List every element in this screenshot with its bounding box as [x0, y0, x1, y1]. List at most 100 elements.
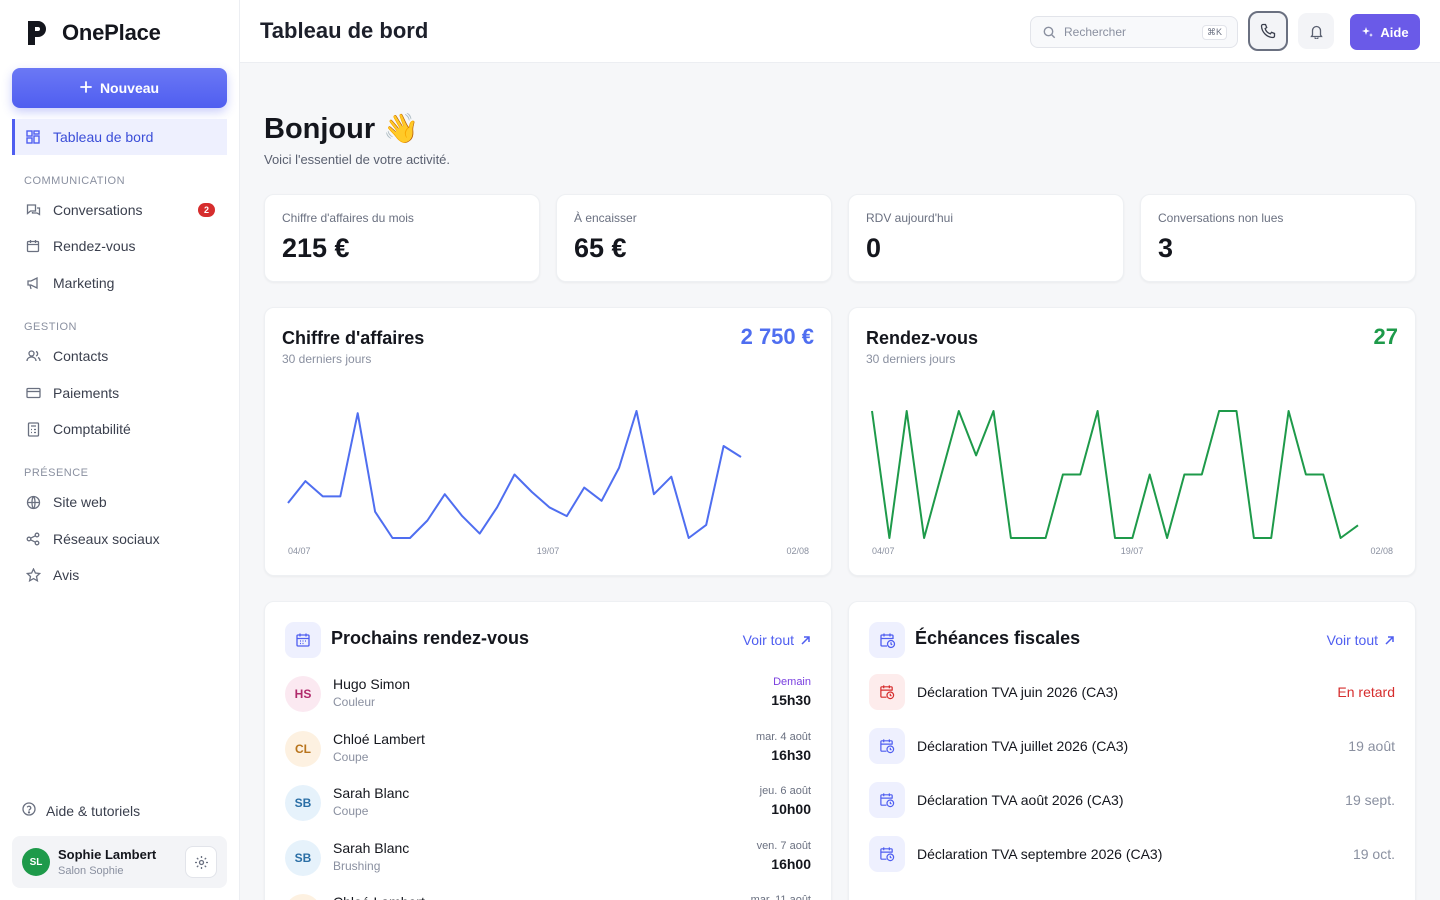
- sidebar-item-reseaux[interactable]: Réseaux sociaux: [12, 521, 227, 557]
- sidebar-item-label: Tableau de bord: [53, 129, 154, 145]
- search-input[interactable]: Rechercher ⌘K: [1030, 16, 1238, 48]
- sidebar-item-label: Conversations: [53, 202, 143, 218]
- sidebar-item-label: Rendez-vous: [53, 238, 136, 254]
- app-logo[interactable]: OnePlace: [26, 20, 161, 46]
- appointment-time: 10h00: [771, 801, 811, 817]
- sidebar-item-paiements[interactable]: Paiements: [12, 375, 227, 411]
- unread-badge: 2: [198, 203, 215, 217]
- deadline-label: Déclaration TVA juillet 2026 (CA3): [917, 738, 1129, 754]
- sparkle-icon: [1362, 26, 1374, 37]
- avatar: CL: [285, 894, 321, 900]
- fiscal-deadline-row[interactable]: Déclaration TVA août 2026 (CA3) 19 sept.: [869, 782, 1395, 820]
- appointment-row[interactable]: HS Hugo Simon Couleur Demain 15h30: [285, 674, 811, 714]
- bell-icon: [1309, 25, 1323, 39]
- logo-icon: [28, 21, 46, 45]
- stat-value: 3: [1158, 233, 1174, 263]
- series-line: [871, 410, 1359, 539]
- stat-card-unread-conversations: Conversations non lues 3: [1140, 194, 1416, 282]
- help-button[interactable]: Aide: [1350, 14, 1420, 50]
- see-all-link[interactable]: Voir tout: [743, 632, 811, 648]
- fiscal-deadline-row[interactable]: Déclaration TVA juin 2026 (CA3) En retard: [869, 674, 1395, 712]
- chart-subtitle: 30 derniers jours: [282, 352, 372, 366]
- sidebar-item-label: Marketing: [53, 275, 115, 291]
- sidebar-item-contacts[interactable]: Contacts: [12, 338, 227, 374]
- appointment-row[interactable]: CL Chloé Lambert Coupe mar. 4 août 16h30: [285, 729, 811, 769]
- chat-icon: [25, 202, 41, 218]
- users-icon: [25, 348, 41, 364]
- chart-total: 2 750 €: [740, 324, 814, 349]
- section-gestion: Gestion: [24, 321, 78, 333]
- avatar: SB: [285, 839, 321, 876]
- stat-label: Chiffre d'affaires du mois: [282, 211, 414, 225]
- section-communication: Communication: [24, 175, 126, 187]
- user-card[interactable]: SL Sophie Lambert Salon Sophie: [12, 836, 227, 888]
- gear-icon: [194, 855, 208, 869]
- settings-button[interactable]: [185, 846, 217, 878]
- sidebar-item-avis[interactable]: Avis: [12, 557, 227, 593]
- deadline-date: 19 sept.: [1345, 792, 1395, 808]
- stat-card-revenue-month: Chiffre d'affaires du mois 215 €: [264, 194, 540, 282]
- client-name: Chloé Lambert: [333, 894, 425, 900]
- sidebar-item-dashboard[interactable]: Tableau de bord: [12, 119, 227, 155]
- client-name: Chloé Lambert: [333, 730, 425, 747]
- stat-value: 215 €: [282, 233, 350, 263]
- fiscal-deadline-row[interactable]: Déclaration TVA septembre 2026 (CA3) 19 o…: [869, 836, 1395, 874]
- sidebar-item-siteweb[interactable]: Site web: [12, 484, 227, 520]
- new-button[interactable]: Nouveau: [12, 68, 227, 108]
- appointment-row[interactable]: SB Sarah Blanc Brushing ven. 7 août 16h00: [285, 838, 811, 878]
- calculator-icon: [25, 421, 41, 437]
- sidebar-item-label: Comptabilité: [53, 421, 131, 437]
- client-name: Sarah Blanc: [333, 839, 410, 856]
- stat-label: Conversations non lues: [1158, 211, 1284, 225]
- client-name: Sarah Blanc: [333, 785, 410, 801]
- avatar: CL: [285, 730, 321, 767]
- phone-button[interactable]: [1248, 11, 1288, 51]
- sidebar-item-conversations[interactable]: Conversations 2: [12, 192, 227, 228]
- globe-icon: [25, 494, 41, 510]
- appointment-day: Demain: [773, 676, 811, 688]
- sidebar-item-label: Site web: [53, 494, 107, 510]
- section-presence: Présence: [24, 467, 89, 479]
- appointment-row[interactable]: SB Sarah Blanc Coupe jeu. 6 août 10h00: [285, 783, 811, 823]
- plus-icon: [80, 80, 92, 96]
- help-circle-icon: [22, 802, 36, 819]
- greeting-subtitle: Voici l'essentiel de votre activité.: [264, 152, 451, 167]
- appointment-day: mar. 4 août: [755, 730, 811, 743]
- card-title: Prochains rendez-vous: [331, 628, 530, 648]
- appointment-day: jeu. 6 août: [759, 785, 811, 797]
- arrow-up-right-icon: [1385, 635, 1394, 645]
- avatar: SB: [285, 785, 321, 821]
- sidebar: OnePlace Nouveau Tableau de bord Communi…: [0, 0, 240, 900]
- appointment-day: mar. 11 août: [750, 894, 811, 900]
- calendar-clock-icon: [869, 782, 905, 818]
- fiscal-deadline-row[interactable]: Déclaration TVA juillet 2026 (CA3) 19 aoû…: [869, 728, 1395, 766]
- sidebar-item-comptabilite[interactable]: Comptabilité: [12, 411, 227, 447]
- x-tick-label: 04/07: [872, 546, 895, 556]
- see-all-link[interactable]: Voir tout: [1327, 632, 1395, 648]
- see-all-label: Voir tout: [1326, 632, 1378, 648]
- chart-title: Rendez-vous: [866, 328, 979, 348]
- see-all-label: Voir tout: [742, 632, 794, 648]
- notifications-button[interactable]: [1298, 13, 1334, 49]
- deadline-date: En retard: [1337, 684, 1395, 700]
- sidebar-item-rendezvous[interactable]: Rendez-vous: [12, 228, 227, 264]
- appointment-time: 16h00: [771, 855, 811, 872]
- stat-value: 0: [866, 233, 882, 263]
- search-placeholder: Rechercher: [1064, 25, 1127, 39]
- sidebar-item-label: Réseaux sociaux: [53, 531, 160, 547]
- x-tick-label: 02/08: [1370, 546, 1393, 556]
- calendar-clock-icon: [869, 622, 905, 658]
- help-tutorials-link[interactable]: Aide & tutoriels: [22, 802, 140, 819]
- revenue-line-chart: 04/07 19/07 02/08: [287, 410, 809, 556]
- stat-label: RDV aujourd'hui: [866, 211, 954, 225]
- greeting-title: Bonjour 👋: [264, 113, 420, 145]
- help-tutorials-label: Aide & tutoriels: [46, 802, 141, 819]
- appointment-time: 15h30: [771, 692, 811, 708]
- avatar: HS: [285, 676, 321, 712]
- sidebar-item-marketing[interactable]: Marketing: [12, 265, 227, 301]
- calendar-icon: [25, 238, 41, 254]
- page-title: Tableau de bord: [260, 18, 429, 43]
- app-name: OnePlace: [62, 20, 161, 45]
- deadline-date: 19 oct.: [1352, 846, 1395, 862]
